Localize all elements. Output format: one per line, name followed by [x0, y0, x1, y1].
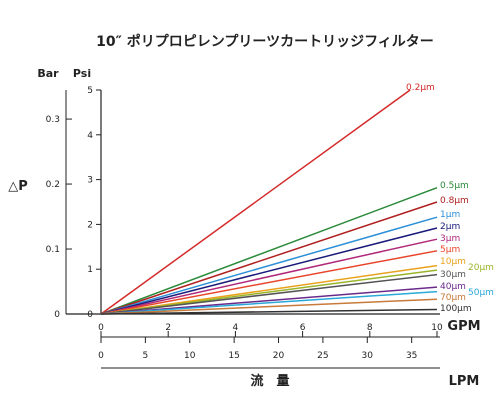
series-label: 20μm: [468, 263, 494, 273]
axis-ticks: 0 1 2 3 4 5 0 0.1 0.2 0.3 0 2 4 6 8 10 0 5 10 15 20 25 30 35: [46, 86, 443, 361]
series-label: 1μm: [440, 210, 460, 220]
series-label: 40μm: [440, 282, 466, 292]
psi-tick-label: 2: [87, 220, 93, 230]
lpm-tick-label: 15: [228, 351, 239, 361]
gpm-tick-label: 6: [300, 323, 306, 333]
bar-tick-label: 0.3: [46, 115, 60, 125]
series-line: [100, 273, 438, 315]
series-label: 70μm: [440, 293, 466, 303]
psi-tick-label: 1: [87, 265, 93, 275]
series-line: [100, 308, 438, 315]
series-line: [100, 250, 438, 315]
series-line: [100, 89, 411, 315]
x-axis-label: 流 量: [250, 373, 289, 389]
series-line: [100, 298, 438, 315]
gpm-tick-label: 10: [431, 323, 443, 333]
chart-title: 10″ ポリプロピレンプリーツカートリッジフィルター: [96, 33, 434, 50]
psi-tick-label: 4: [87, 131, 93, 141]
series-line: [100, 186, 438, 315]
series-label: 3μm: [440, 234, 460, 244]
series-label: 30μm: [440, 270, 466, 280]
series-label: 50μm: [468, 288, 494, 298]
gpm-unit-label: GPM: [447, 319, 480, 334]
psi-tick-label: 0: [87, 310, 93, 320]
lpm-tick-label: 35: [406, 351, 417, 361]
lpm-unit-label: LPM: [449, 374, 480, 389]
series-line: [100, 216, 438, 315]
bar-tick-label: 0: [54, 310, 60, 320]
series-label: 0.5μm: [440, 181, 469, 191]
psi-tick-label: 3: [87, 176, 93, 186]
lpm-tick-label: 10: [184, 351, 196, 361]
gpm-tick-label: 8: [367, 323, 373, 333]
lpm-tick-label: 0: [98, 351, 104, 361]
series-label: 10μm: [440, 257, 466, 267]
bar-axis-unit: Bar: [37, 67, 59, 80]
bar-tick-label: 0.2: [46, 180, 60, 190]
lpm-tick-label: 5: [143, 351, 149, 361]
psi-tick-label: 5: [87, 86, 93, 96]
series-label: 100μm: [440, 304, 472, 314]
series-line: [100, 238, 438, 315]
lpm-tick-label: 30: [362, 351, 374, 361]
series-line: [100, 201, 438, 315]
series-label: 5μm: [440, 245, 460, 255]
y-axis-label: △P: [8, 179, 28, 194]
series-label: 2μm: [440, 222, 460, 232]
psi-axis-unit: Psi: [73, 67, 91, 80]
series-line: [100, 227, 438, 315]
series-label: 0.2μm: [406, 83, 435, 93]
lpm-tick-label: 20: [273, 351, 285, 361]
gpm-tick-label: 4: [233, 323, 239, 333]
bar-tick-label: 0.1: [46, 245, 60, 255]
series-line: [100, 290, 438, 315]
series-label: 0.8μm: [440, 196, 469, 206]
gpm-tick-label: 2: [165, 323, 171, 333]
gpm-tick-label: 0: [98, 323, 104, 333]
lpm-tick-label: 25: [317, 351, 328, 361]
